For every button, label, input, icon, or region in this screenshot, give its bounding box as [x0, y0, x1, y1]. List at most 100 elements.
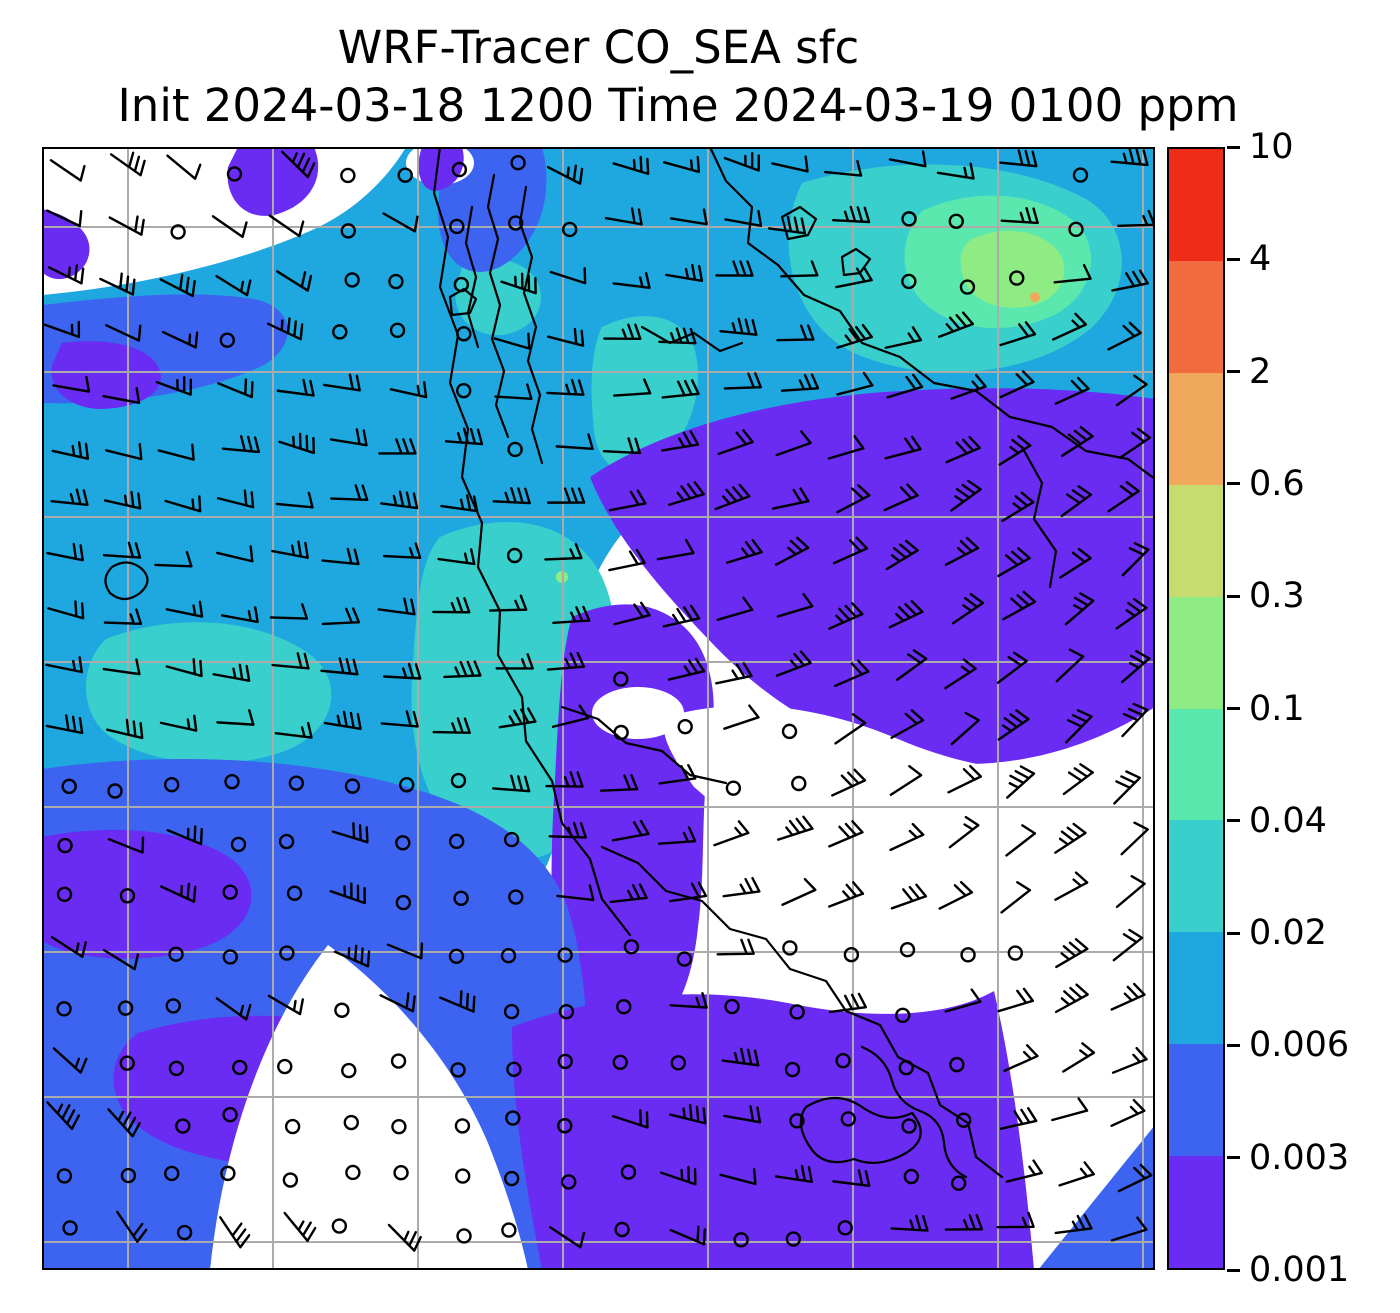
calm-wind-circle: [503, 1170, 520, 1187]
wind-barb: [715, 662, 753, 685]
wind-barb: [164, 495, 202, 513]
calm-wind-circle: [332, 324, 348, 340]
calm-wind-circle: [278, 833, 295, 850]
wind-barb: [45, 714, 84, 735]
calm-wind-circle: [903, 1168, 920, 1185]
colorbar-tick-mark: [1227, 370, 1240, 374]
wind-barb: [215, 274, 252, 297]
wind-barb: [776, 592, 814, 618]
calm-wind-circle: [557, 1118, 573, 1134]
calm-wind-circle: [840, 1111, 856, 1127]
wind-barb: [283, 1211, 317, 1243]
wind-barb: [997, 709, 1030, 741]
calm-wind-circle: [791, 775, 807, 792]
wind-barb: [331, 822, 369, 844]
calm-wind-circle: [56, 886, 73, 903]
wind-barb: [998, 435, 1032, 466]
wind-barb: [944, 658, 977, 690]
calm-wind-circle: [343, 1114, 359, 1131]
calm-wind-circle: [620, 1164, 637, 1180]
concentration-fill-layer: [42, 147, 1155, 1270]
wind-barb: [1121, 702, 1149, 738]
calm-wind-circle: [613, 671, 629, 687]
wind-barb: [221, 435, 261, 454]
colorbar-tick-mark: [1227, 819, 1240, 823]
wind-barb: [665, 263, 704, 283]
calm-wind-circle: [222, 949, 238, 965]
calm-wind-circle: [835, 1052, 851, 1069]
colorbar-segment: [1169, 149, 1223, 261]
wind-barb: [938, 880, 974, 910]
wind-barb: [102, 948, 140, 971]
colorbar-tick-label: 0.6: [1249, 463, 1305, 504]
calm-wind-circle: [670, 1055, 687, 1071]
calm-wind-circle: [119, 888, 136, 904]
calm-wind-circle: [500, 947, 517, 964]
wind-barb: [890, 1214, 929, 1232]
colorbar-tick-label: 0.006: [1249, 1025, 1350, 1066]
calm-wind-circle: [614, 1221, 630, 1238]
calm-wind-circle: [164, 1165, 180, 1182]
wind-barb: [155, 376, 193, 396]
wind-barb: [717, 429, 754, 456]
wind-barb: [1002, 590, 1037, 621]
calm-wind-circle: [784, 1061, 801, 1078]
wind-barb: [220, 606, 259, 624]
river: [600, 845, 1004, 1179]
coastline: [432, 147, 632, 937]
wind-barb-layer: [43, 148, 1155, 1252]
calm-wind-circle: [340, 223, 356, 239]
calm-wind-circle: [789, 1113, 805, 1129]
wind-barb: [951, 593, 985, 625]
wind-barb: [1054, 1213, 1093, 1235]
calm-wind-circle: [390, 1053, 407, 1069]
calm-wind-circle: [277, 1058, 293, 1075]
calm-wind-circle: [282, 1172, 299, 1188]
wind-barb: [268, 214, 305, 238]
wind-barb: [889, 822, 925, 852]
calm-wind-circle: [232, 1059, 248, 1076]
calm-wind-circle: [837, 1220, 853, 1236]
wind-barb: [1055, 648, 1085, 683]
calm-wind-circle: [623, 939, 640, 955]
wind-barb: [280, 150, 316, 179]
wind-barb: [494, 383, 533, 401]
wind-barb: [219, 1216, 251, 1249]
wind-barb: [658, 764, 697, 785]
colorbar-tick-mark: [1227, 145, 1240, 149]
wind-barb: [329, 882, 366, 905]
colorbar-tick-label: 0.003: [1249, 1137, 1350, 1178]
wind-barb: [271, 652, 310, 670]
wind-barb: [661, 379, 700, 399]
wind-barb: [160, 882, 197, 903]
wind-barb: [723, 372, 762, 390]
wind-barb: [883, 483, 919, 512]
chart-title: WRF-Tracer CO_SEA sfc: [337, 21, 860, 74]
calm-wind-circle: [725, 780, 742, 796]
wind-barb: [215, 997, 252, 1021]
wind-barb: [661, 430, 700, 452]
calm-wind-circle: [395, 894, 412, 911]
calm-wind-circle: [344, 778, 361, 794]
calm-wind-circle: [561, 1174, 577, 1190]
wind-barb: [46, 1101, 81, 1131]
calm-wind-circle: [613, 724, 629, 741]
wind-barb: [1111, 269, 1149, 292]
wind-barb: [387, 1223, 422, 1252]
colorbar-segment: [1169, 818, 1223, 933]
wind-barb: [444, 427, 484, 446]
wind-barb: [1110, 148, 1149, 167]
wind-barb: [320, 657, 359, 676]
wind-barb: [834, 659, 870, 688]
wind-barb: [1054, 983, 1089, 1014]
wind-barb: [549, 1226, 586, 1249]
wind-barb: [775, 650, 812, 677]
calm-wind-circle: [451, 161, 468, 178]
wind-barb: [997, 547, 1031, 578]
wind-barb: [776, 815, 814, 841]
wind-barb: [546, 487, 586, 504]
calm-wind-circle: [163, 777, 180, 793]
wind-barb: [604, 207, 643, 226]
calm-wind-circle: [506, 547, 523, 564]
calm-wind-circle: [393, 1165, 409, 1181]
